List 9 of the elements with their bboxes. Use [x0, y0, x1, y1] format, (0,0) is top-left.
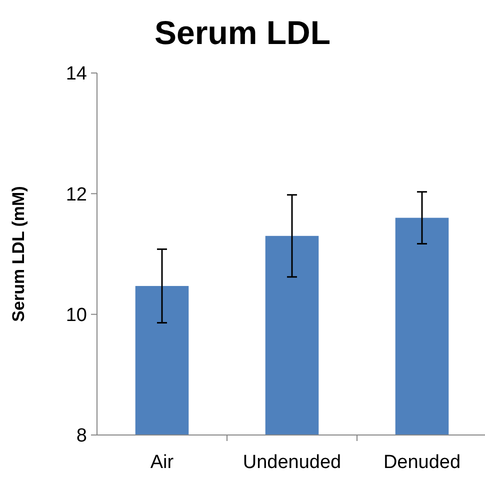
- x-tick-label: Air: [150, 452, 174, 473]
- y-tick-label: 14: [66, 64, 88, 85]
- x-tick-label: Denuded: [383, 452, 461, 473]
- x-tick-label: Undenuded: [242, 452, 342, 473]
- y-tick-label: 10: [66, 304, 87, 326]
- y-axis-title: Serum LDL (mM): [9, 186, 28, 322]
- y-tick-label: 12: [66, 184, 87, 206]
- chart-title: Serum LDL: [154, 14, 331, 51]
- y-tick-label: 8: [76, 426, 87, 447]
